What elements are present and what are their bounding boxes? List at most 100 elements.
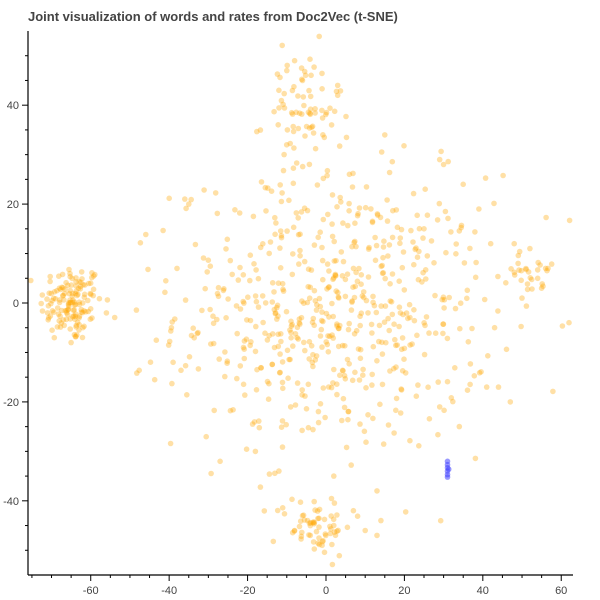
orange-data-point (516, 267, 522, 273)
orange-data-point (326, 268, 332, 274)
orange-data-point (324, 167, 331, 174)
orange-data-point (372, 257, 379, 264)
orange-data-point (207, 306, 213, 313)
orange-data-point (346, 208, 352, 214)
orange-data-point (334, 512, 340, 518)
orange-data-point (414, 254, 421, 260)
orange-data-point (242, 392, 248, 398)
orange-data-point (446, 294, 453, 301)
orange-data-point (312, 507, 318, 513)
orange-data-point (317, 229, 324, 235)
orange-data-point (412, 246, 419, 253)
orange-data-point (503, 280, 509, 286)
orange-data-point (386, 169, 393, 176)
orange-data-point (271, 108, 277, 115)
orange-data-point (319, 542, 325, 549)
orange-data-point (289, 271, 296, 278)
orange-data-point (281, 90, 288, 97)
orange-data-point (192, 241, 199, 248)
orange-data-point (334, 323, 340, 329)
orange-data-point (306, 520, 313, 526)
orange-data-point (388, 299, 395, 305)
orange-data-point (345, 416, 351, 423)
orange-data-point (357, 355, 364, 362)
orange-data-point (472, 274, 479, 281)
orange-data-point (57, 286, 64, 293)
orange-data-point (323, 109, 330, 116)
x-tick-label: 0 (323, 585, 329, 597)
orange-data-point (295, 215, 302, 221)
orange-data-point (450, 398, 456, 405)
orange-data-point (253, 298, 260, 305)
orange-data-point (80, 324, 86, 331)
orange-data-point (545, 265, 551, 272)
orange-data-point (44, 310, 51, 316)
orange-data-point (297, 231, 303, 237)
orange-data-point (385, 422, 392, 428)
orange-data-point (293, 160, 300, 166)
orange-data-point (334, 92, 341, 99)
orange-data-point (210, 313, 216, 320)
orange-data-point (337, 372, 343, 379)
orange-data-point (279, 42, 286, 49)
orange-data-point (256, 424, 263, 431)
orange-data-point (61, 322, 67, 329)
orange-data-point (315, 419, 322, 426)
orange-data-point (452, 365, 458, 371)
orange-data-point (75, 291, 81, 298)
orange-data-point (329, 300, 335, 307)
orange-data-point (234, 375, 240, 382)
orange-data-point (281, 151, 287, 158)
orange-data-point (371, 302, 378, 309)
orange-data-point (319, 309, 325, 315)
orange-data-point (297, 321, 303, 327)
orange-data-point (96, 295, 103, 302)
orange-data-point (66, 266, 72, 273)
orange-data-point (340, 395, 347, 402)
orange-data-point (68, 299, 74, 306)
orange-data-point (346, 200, 352, 207)
orange-data-point (436, 200, 443, 207)
orange-data-point (458, 224, 465, 231)
orange-data-point (339, 367, 346, 374)
orange-data-point (334, 321, 340, 327)
orange-data-point (415, 382, 421, 388)
orange-data-point (143, 231, 149, 238)
orange-data-point (321, 134, 328, 141)
orange-data-point (324, 286, 330, 292)
orange-data-point (305, 109, 312, 116)
orange-data-point (200, 255, 207, 261)
orange-data-point (315, 234, 322, 241)
orange-data-point (515, 260, 521, 267)
orange-data-point (274, 507, 281, 514)
orange-data-point (70, 297, 76, 303)
orange-data-point (318, 326, 325, 333)
orange-data-point (254, 366, 260, 373)
orange-data-point (548, 261, 555, 267)
orange-data-point (362, 527, 369, 534)
orange-data-point (294, 324, 301, 331)
orange-data-point (49, 297, 55, 304)
orange-data-point (460, 181, 467, 188)
orange-data-point (210, 340, 217, 347)
orange-data-point (308, 267, 315, 273)
orange-data-point (303, 406, 310, 412)
orange-data-point (275, 313, 281, 319)
orange-data-point (319, 70, 325, 77)
orange-data-point (369, 218, 376, 225)
orange-data-point (476, 370, 483, 376)
orange-data-point (299, 77, 306, 84)
orange-data-point (241, 355, 248, 362)
orange-data-point (296, 320, 303, 326)
orange-data-point (511, 272, 518, 278)
orange-data-point (301, 258, 308, 265)
orange-data-point (279, 379, 286, 386)
orange-data-point (380, 244, 387, 250)
orange-data-point (319, 344, 325, 350)
orange-data-point (85, 308, 92, 315)
orange-data-point (363, 184, 370, 190)
orange-data-point (316, 506, 323, 513)
orange-data-point (380, 254, 386, 261)
orange-data-point (69, 290, 76, 297)
orange-data-point (351, 239, 357, 246)
